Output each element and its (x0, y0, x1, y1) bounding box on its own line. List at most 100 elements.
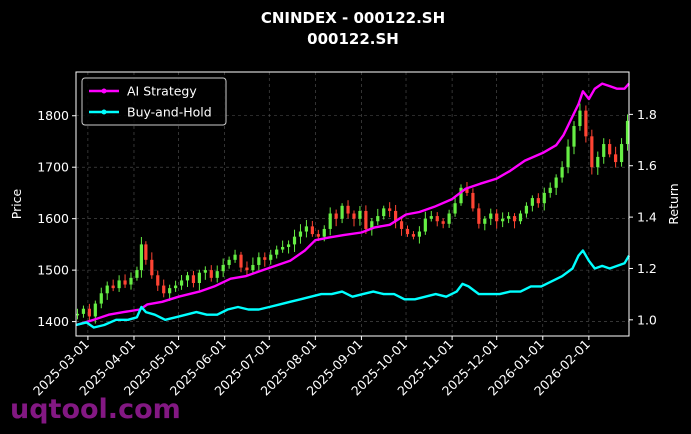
price-candle-body (625, 120, 630, 145)
left-tick-label: 1600 (37, 211, 69, 226)
price-candle-body (123, 280, 127, 285)
price-candle-body (590, 136, 594, 168)
price-candle-body (334, 213, 338, 219)
price-candle-body (162, 285, 166, 294)
price-candle-body (524, 205, 529, 214)
price-candle-body (75, 313, 80, 316)
price-candle-body (394, 210, 398, 222)
price-candle-body (453, 203, 457, 214)
right-tick-label: 1.0 (637, 312, 657, 327)
legend-marker-buy-and-hold (101, 109, 107, 115)
price-candle-body (399, 221, 404, 229)
price-candle-body (619, 144, 624, 163)
price-candle-body (435, 216, 439, 222)
price-candle-body (501, 218, 505, 222)
price-candle-body (304, 226, 309, 232)
price-candle-body (364, 210, 368, 229)
right-tick-label: 1.8 (637, 107, 657, 122)
price-candle-body (191, 275, 196, 283)
price-candle-body (554, 177, 558, 188)
price-candle-body (388, 208, 392, 211)
price-candle-body (405, 228, 410, 235)
price-candle-body (518, 213, 523, 222)
price-candle-body (608, 144, 612, 155)
price-candle-body (197, 272, 201, 283)
price-candle-body (465, 187, 469, 193)
price-candle-body (572, 126, 576, 147)
price-candle-body (316, 234, 320, 237)
right-tick-label: 1.4 (637, 210, 657, 225)
price-candle-body (441, 221, 445, 224)
legend-marker-ai-strategy (101, 88, 107, 94)
price-candle-body (275, 249, 279, 255)
price-candle-body (117, 280, 121, 289)
price-candle-body (150, 259, 154, 276)
price-candle-body (382, 208, 386, 217)
price-candle-body (322, 228, 326, 237)
plot-frame (75, 71, 630, 337)
price-candle-body (144, 244, 148, 260)
chart-subtitle: 000122.SH (307, 30, 399, 48)
price-candle-body (447, 213, 451, 224)
right-y-axis: 1.0 1.2 1.4 1.6 1.8 (629, 107, 657, 327)
price-candle-body (578, 110, 582, 127)
left-y-axis: 1400 1500 1600 1700 1800 (37, 108, 76, 329)
price-candle-body (111, 285, 115, 289)
price-candle-body (584, 110, 588, 137)
left-tick-label: 1700 (37, 160, 69, 175)
price-candle-body (281, 246, 285, 250)
price-candle-body (471, 192, 475, 209)
price-candle-body (614, 154, 618, 163)
series-line-buy-and-hold (75, 249, 631, 329)
price-candle-body (566, 146, 570, 168)
legend: AI Strategy Buy-and-Hold (81, 77, 227, 126)
price-candle-body (328, 213, 332, 229)
legend-label-buy-and-hold: Buy-and-Hold (127, 105, 212, 120)
price-candle-body (477, 208, 481, 224)
price-candles (75, 103, 630, 324)
price-candle-body (298, 231, 303, 237)
legend-label-ai-strategy: AI Strategy (127, 84, 197, 99)
price-candle-body (358, 210, 362, 219)
right-tick-label: 1.6 (637, 158, 657, 173)
price-candle-body (156, 275, 160, 286)
price-candle-body (227, 259, 231, 265)
grid-layer (76, 72, 629, 336)
price-candle-body (292, 236, 297, 245)
price-candle-body (99, 293, 103, 304)
price-candle-body (179, 280, 184, 286)
price-candle-body (530, 198, 534, 206)
price-candle-body (310, 226, 314, 235)
price-candle-body (560, 167, 564, 178)
series-line-ai-strategy (75, 82, 630, 327)
price-candle-body (257, 257, 261, 265)
price-candle-body (105, 285, 109, 294)
price-candle-body (221, 264, 225, 272)
price-candle-body (139, 244, 144, 271)
price-candle-body (81, 308, 86, 314)
right-tick-label: 1.2 (637, 261, 657, 276)
left-tick-label: 1800 (37, 108, 69, 123)
price-candle-body (135, 270, 139, 278)
price-candle-body (251, 264, 255, 271)
price-candle-body (239, 254, 243, 268)
price-candle-body (483, 218, 487, 224)
price-candle-body (185, 275, 190, 281)
price-candle-body (346, 205, 350, 214)
price-candle-body (286, 244, 291, 247)
price-candle-body (269, 254, 273, 260)
price-candle-body (245, 267, 249, 271)
price-candle-body (370, 221, 374, 229)
price-candle-body (417, 231, 421, 237)
price-candle-body (233, 254, 237, 260)
chart-title: CNINDEX - 000122.SH (261, 9, 445, 27)
price-candle-body (215, 271, 219, 278)
y-axis-label-right: Return (666, 183, 681, 224)
price-candle-body (548, 187, 552, 193)
price-candle-body (489, 213, 493, 219)
y-axis-label-left: Price (9, 188, 24, 219)
price-candle-body (411, 234, 416, 237)
price-candle-body (87, 308, 91, 317)
price-candle-body (209, 270, 213, 278)
